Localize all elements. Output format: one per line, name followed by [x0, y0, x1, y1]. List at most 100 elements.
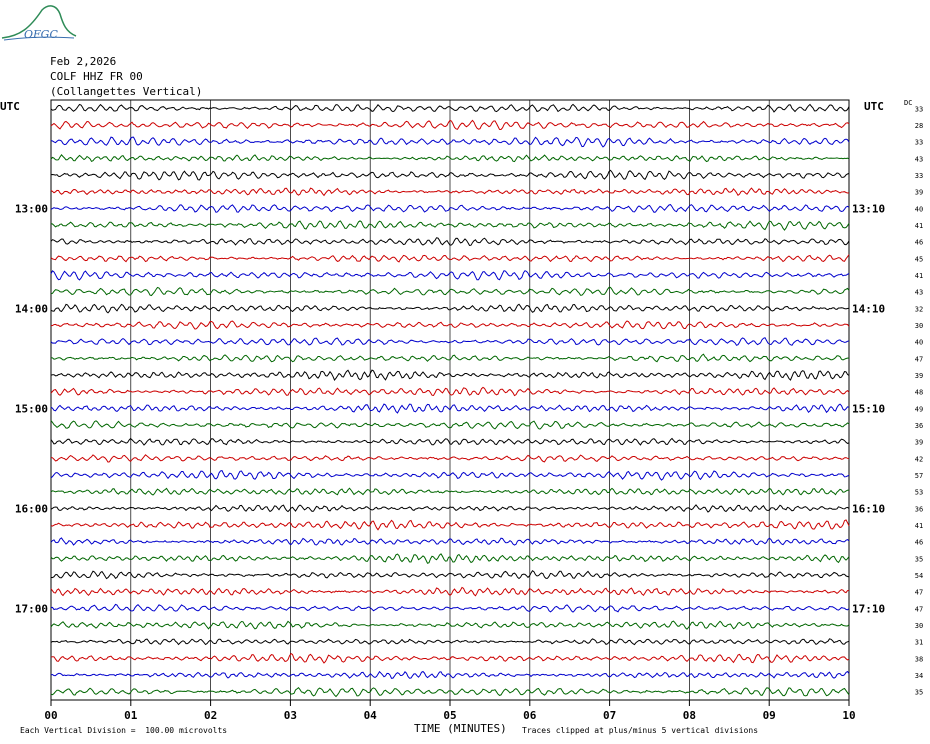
dc-offset-label: 40: [915, 205, 923, 213]
dc-offset-label: 34: [915, 672, 923, 680]
trace-line: [50, 204, 850, 213]
dc-offset-label: 48: [915, 389, 923, 397]
utc-right-label: UTC: [864, 100, 884, 113]
trace-line: [50, 504, 850, 513]
dc-offset-label: 47: [915, 589, 923, 597]
dc-offset-label: 49: [915, 405, 923, 413]
trace-line: [50, 638, 850, 646]
x-tick-label: 01: [124, 709, 138, 722]
left-hour-label: 15:00: [15, 402, 48, 415]
dc-offset-label: 32: [915, 305, 923, 313]
dc-offset-label: 41: [915, 272, 923, 280]
trace-line: [50, 103, 850, 113]
x-tick-label: 03: [284, 709, 297, 722]
trace-line: [50, 337, 850, 346]
division-note: Each Vertical Division = 100.00 microvol…: [20, 726, 228, 735]
dc-offset-label: 40: [915, 339, 923, 347]
dc-offset-label: 35: [915, 689, 923, 697]
header-date: Feb 2,2026: [50, 55, 117, 68]
trace-line: [50, 519, 850, 531]
trace-line: [50, 270, 850, 281]
left-hour-label: 13:00: [15, 202, 48, 215]
dc-offset-label: 41: [915, 222, 923, 230]
clip-note: Traces clipped at plus/minus 5 vertical …: [522, 726, 759, 735]
logo-text: OFGC: [24, 28, 58, 41]
dc-offset-label: 45: [915, 255, 923, 263]
trace-line: [50, 437, 850, 446]
x-tick-label: 02: [204, 709, 217, 722]
dc-offset-label: 28: [915, 122, 923, 130]
trace-line: [50, 603, 850, 613]
trace-line: [50, 369, 850, 381]
right-hour-label: 13:10: [852, 202, 885, 215]
dc-offset-label: 33: [915, 172, 923, 180]
dc-offset-label: 39: [915, 439, 923, 447]
x-axis-title: TIME (MINUTES): [414, 722, 507, 735]
right-hour-label: 15:10: [852, 402, 885, 415]
dc-offset-label: 36: [915, 422, 923, 430]
dc-label: DC: [904, 99, 913, 107]
trace-line: [50, 569, 850, 580]
trace-line: [50, 353, 850, 363]
trace-line: [50, 303, 850, 314]
trace-line: [50, 119, 850, 131]
header-station: COLF HHZ FR 00: [50, 70, 143, 83]
trace-line: [50, 153, 850, 163]
dc-offset-label: 36: [915, 505, 923, 513]
dc-offset-label: 57: [915, 472, 923, 480]
x-tick-label: 00: [44, 709, 57, 722]
dc-offset-label: 42: [915, 455, 923, 463]
trace-line: [50, 454, 850, 463]
trace-line: [50, 169, 850, 181]
trace-line: [50, 320, 850, 330]
trace-line: [50, 403, 850, 414]
dc-offset-label: 39: [915, 372, 923, 380]
left-hour-label: 14:00: [15, 302, 48, 315]
trace-line: [50, 586, 850, 597]
trace-line: [50, 687, 850, 698]
dc-offset-label: 31: [915, 639, 923, 647]
trace-line: [50, 420, 850, 430]
trace-line: [50, 470, 850, 481]
right-hour-label: 17:10: [852, 602, 885, 615]
dc-offset-label: 30: [915, 622, 923, 630]
trace-line: [50, 652, 850, 664]
dc-offset-label: 41: [915, 522, 923, 530]
trace-line: [50, 220, 850, 231]
trace-line: [50, 670, 850, 679]
x-tick-label: 07: [603, 709, 616, 722]
trace-line: [50, 553, 850, 564]
dc-offset-label: 46: [915, 539, 923, 547]
x-tick-label: 08: [683, 709, 696, 722]
dc-offset-label: 33: [915, 139, 923, 147]
dc-offset-label: 43: [915, 289, 923, 297]
logo: OFGC: [0, 0, 80, 45]
x-tick-label: 05: [443, 709, 456, 722]
trace-line: [50, 254, 850, 263]
dc-offset-label: 47: [915, 605, 923, 613]
utc-left-label: UTC: [0, 100, 20, 113]
logo-icon: [1, 5, 77, 41]
left-hour-label: 16:00: [15, 502, 48, 515]
dc-offset-label: 35: [915, 555, 923, 563]
dc-offset-label: 43: [915, 155, 923, 163]
left-hour-label: 17:00: [15, 602, 48, 615]
dc-offset-label: 47: [915, 355, 923, 363]
dc-offset-label: 30: [915, 322, 923, 330]
dc-offset-label: 38: [915, 655, 923, 663]
x-tick-label: 10: [842, 709, 855, 722]
trace-line: [50, 537, 850, 546]
x-tick-label: 06: [523, 709, 537, 722]
trace-line: [50, 187, 850, 197]
right-hour-label: 14:10: [852, 302, 885, 315]
trace-line: [50, 620, 850, 630]
trace-line: [50, 487, 850, 496]
trace-line: [50, 237, 850, 246]
dc-offset-label: 39: [915, 189, 923, 197]
right-hour-label: 16:10: [852, 502, 885, 515]
trace-line: [50, 386, 850, 397]
dc-offset-label: 54: [915, 572, 923, 580]
dc-offset-label: 53: [915, 489, 923, 497]
x-tick-label: 09: [763, 709, 776, 722]
